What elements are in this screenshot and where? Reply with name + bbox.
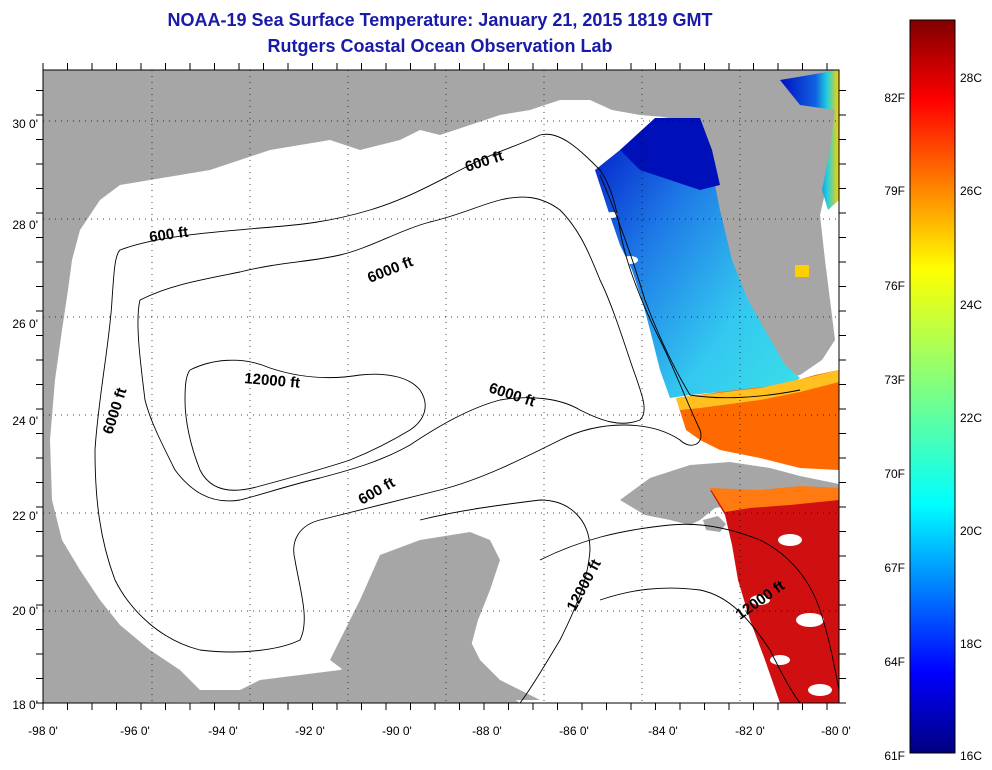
contour-12000ft-carib [539,523,840,691]
sst-data-keys-band [676,370,839,410]
lat-label: 18 0' [12,698,38,712]
colorbar-f-label: 61F [884,749,905,763]
bathymetry-contours [94,133,840,704]
sst-data-yucatan-channel [710,486,839,512]
colorbar-c-label: 20C [960,524,982,538]
colorbar-c-label: 22C [960,411,982,425]
cloud-gaps [606,212,832,696]
lat-label: 24 0' [12,414,38,428]
sst-data-caribbean [710,490,839,703]
colorbar-f-label: 67F [884,561,905,575]
map-subtitle: Rutgers Coastal Ocean Observation Lab [267,36,613,56]
lon-label: -82 0' [735,724,765,738]
axis-ticks [36,63,846,710]
sst-data-eastern-gulf [595,118,800,398]
colorbar-f-label: 76F [884,279,905,293]
lat-label: 30 0' [12,117,38,131]
colorbar-c-label: 18C [960,637,982,651]
lat-label: 20 0' [12,604,38,618]
contour-600ft [94,133,702,653]
lat-axis: 18 0' 20 0' 22 0' 24 0' 26 0' 28 0' 30 0… [12,117,38,712]
lon-label: -94 0' [208,724,238,738]
colorbar-c-label: 28C [960,71,982,85]
lon-label: -96 0' [120,724,150,738]
colorbar-c-label: 16C [960,749,982,763]
lon-label: -98 0' [28,724,58,738]
map-frame [42,69,840,704]
lon-label: -88 0' [472,724,502,738]
contour-label-12000-central: 12000 ft [244,370,301,392]
lake-okeechobee [795,265,809,277]
land-yucatan [330,532,500,680]
contour-florida-shelf [599,174,801,399]
lon-label: -90 0' [382,724,412,738]
lon-label: -92 0' [295,724,325,738]
graticule [43,70,839,703]
lat-label: 22 0' [12,509,38,523]
lon-label: -80 0' [821,724,851,738]
colorbar [909,19,956,754]
lon-label: -86 0' [559,724,589,738]
colorbar-celsius: 28C 26C 24C 22C 20C 18C 16C [960,71,982,763]
lon-label: -84 0' [648,724,678,738]
map-title: NOAA-19 Sea Surface Temperature: January… [167,10,713,30]
colorbar-f-label: 64F [884,655,905,669]
lat-label: 28 0' [12,218,38,232]
colorbar-f-label: 79F [884,184,905,198]
contour-600ft-carib [599,587,801,704]
land-central-america [200,675,520,703]
colorbar-c-label: 24C [960,298,982,312]
contour-600ft-south [419,499,591,704]
contour-label-600-west: 600 ft [148,224,189,246]
lon-axis: -98 0' -96 0' -94 0' -92 0' -90 0' -88 0… [28,724,851,738]
sst-data-atlantic [780,70,839,210]
colorbar-c-label: 26C [960,184,982,198]
colorbar-f-label: 82F [884,91,905,105]
colorbar-f-label: 70F [884,467,905,481]
contour-12000ft [184,359,426,491]
contour-6000ft [137,196,645,502]
colorbar-f-label: 73F [884,373,905,387]
colorbar-fahrenheit: 82F 79F 76F 73F 70F 67F 64F 61F [884,91,905,763]
sst-data-bigbend [620,118,720,190]
lat-label: 26 0' [12,317,38,331]
